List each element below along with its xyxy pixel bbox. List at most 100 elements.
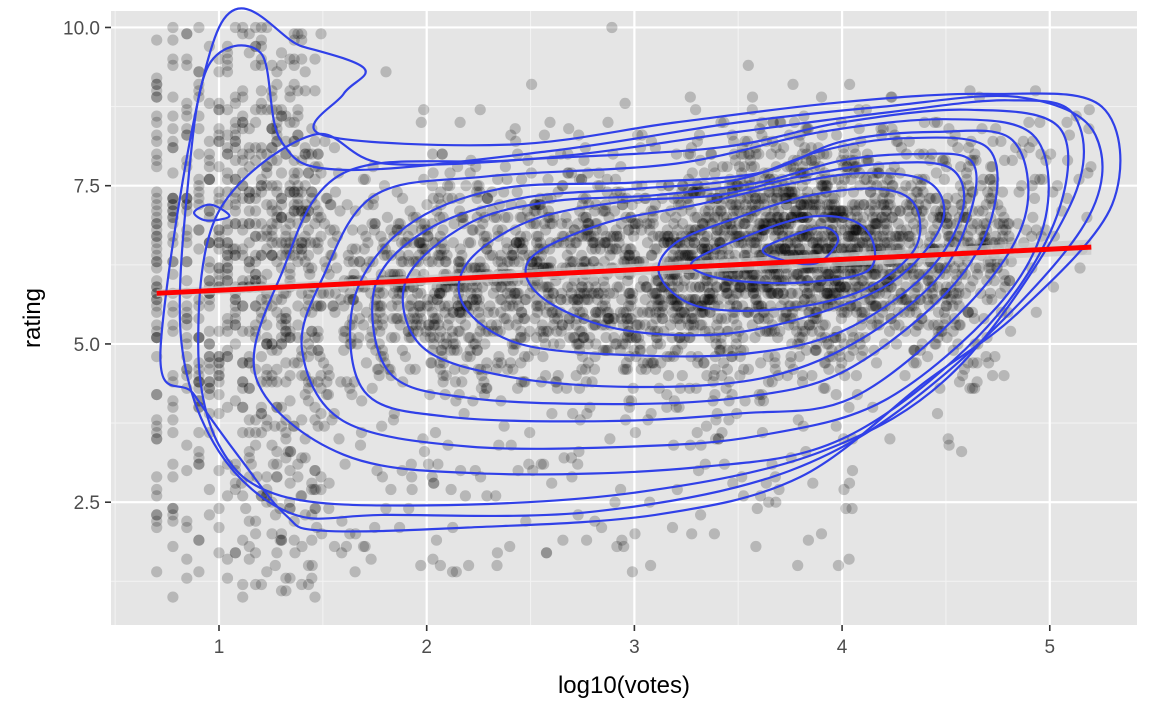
data-point (977, 205, 989, 217)
data-point (947, 287, 960, 299)
data-point (221, 262, 234, 274)
data-point (941, 294, 953, 306)
data-point (181, 256, 193, 268)
data-point (296, 370, 308, 382)
data-point (686, 167, 698, 179)
data-point (275, 59, 288, 71)
data-point (823, 268, 835, 280)
data-point (151, 205, 163, 217)
data-point (203, 389, 215, 401)
data-point (221, 268, 234, 280)
data-point (827, 218, 839, 230)
data-point (429, 287, 441, 299)
data-point (181, 553, 193, 565)
data-point (309, 85, 321, 97)
data-point (596, 521, 608, 534)
data-point (266, 142, 278, 154)
data-point (167, 427, 179, 439)
data-point (1061, 116, 1073, 128)
data-point (821, 180, 833, 192)
data-point (221, 224, 234, 236)
data-point (471, 287, 483, 299)
y-tick-label: 7.5 (74, 177, 100, 198)
data-point (701, 230, 714, 242)
data-point (312, 243, 324, 255)
data-point (709, 167, 721, 179)
data-point (758, 306, 770, 318)
data-point (807, 477, 819, 489)
data-point (515, 306, 528, 318)
data-point (255, 408, 267, 420)
data-point (338, 325, 350, 337)
data-point (1005, 325, 1017, 337)
data-point (284, 218, 296, 230)
data-point (280, 357, 292, 369)
data-point (938, 306, 951, 318)
data-point (221, 237, 234, 249)
data-point (221, 401, 234, 413)
data-point (261, 104, 273, 116)
data-point (968, 313, 981, 325)
data-point (151, 256, 163, 268)
data-point (471, 344, 483, 356)
data-point (315, 300, 327, 312)
data-point (203, 173, 215, 185)
data-point (167, 370, 179, 382)
data-point (299, 180, 311, 192)
data-point (292, 205, 304, 217)
data-point (181, 59, 193, 71)
data-point (292, 243, 304, 255)
data-point (304, 237, 316, 249)
data-point (167, 471, 179, 483)
data-point (193, 446, 205, 458)
data-point (261, 414, 273, 426)
data-point (280, 110, 292, 122)
data-point (243, 553, 255, 565)
data-point (203, 275, 215, 287)
data-point (334, 205, 346, 217)
data-point (969, 148, 981, 160)
data-point (309, 465, 321, 477)
data-point (167, 21, 179, 34)
data-point (432, 313, 444, 325)
data-point (516, 243, 528, 255)
data-point (376, 420, 388, 432)
data-point (494, 294, 506, 306)
data-point (567, 408, 579, 420)
data-point (261, 224, 273, 236)
data-point (250, 154, 262, 166)
data-point (203, 97, 215, 109)
data-point (306, 534, 318, 546)
data-point (181, 28, 193, 40)
data-point (437, 370, 449, 382)
data-point (243, 515, 255, 527)
data-point (203, 338, 215, 350)
data-point (280, 427, 292, 439)
data-point (203, 173, 215, 185)
data-point (751, 502, 763, 515)
data-point (759, 275, 771, 287)
data-point (362, 237, 374, 249)
data-point (832, 281, 844, 293)
data-point (266, 249, 278, 261)
data-point (555, 294, 567, 306)
data-point (237, 110, 249, 122)
data-point (288, 53, 300, 65)
data-point (392, 313, 404, 325)
data-point (709, 389, 721, 401)
data-point (250, 192, 262, 204)
data-point (315, 408, 327, 420)
data-point (284, 186, 296, 198)
data-point (738, 161, 750, 173)
data-point (466, 224, 478, 236)
data-point (932, 281, 944, 293)
data-point (535, 458, 547, 470)
data-point (526, 78, 538, 90)
data-point (229, 173, 241, 185)
y-tick-label: 2.5 (74, 493, 100, 514)
data-point (385, 249, 397, 261)
data-point (471, 332, 483, 344)
data-point (284, 262, 296, 274)
data-point (181, 28, 193, 40)
data-point (742, 306, 755, 318)
